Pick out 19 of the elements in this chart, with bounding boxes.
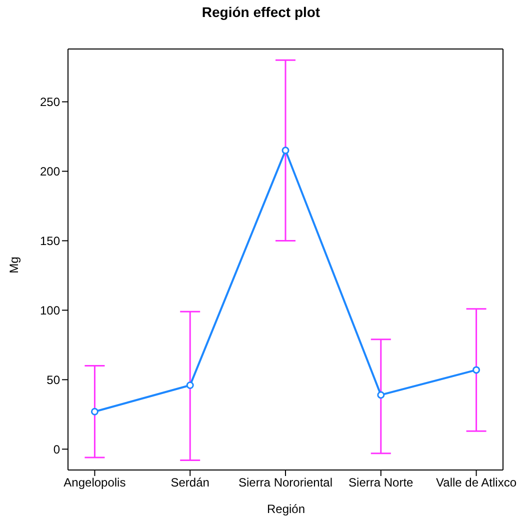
x-tick-label: Valle de Atlixco [436,476,517,490]
point [472,366,480,374]
point [377,391,385,399]
point [282,146,290,154]
y-tick-label: 150 [40,234,60,248]
x-tick-label: Sierra Norte [348,476,414,490]
y-tick-label: 50 [46,372,60,387]
y-tick-label: 0 [53,442,60,456]
x-tick-label: Angelopolis [64,476,126,490]
y-tick-label: 250 [40,95,60,110]
y-axis-title: Mg [7,256,21,275]
y-tick-label: 200 [40,164,60,179]
x-tick-label: Sierra Nororiental [238,476,333,490]
chart-title: Región effect plot [200,4,322,20]
point [186,381,194,389]
y-tick-label: 100 [40,303,60,318]
x-axis-title: Región [266,502,306,516]
x-tick-label: Serdán [170,476,210,490]
point [90,408,98,416]
